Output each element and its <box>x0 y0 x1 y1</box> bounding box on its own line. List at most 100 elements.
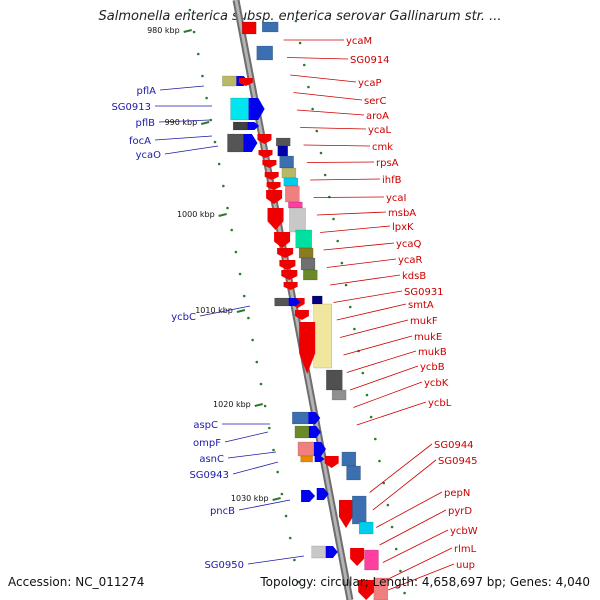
ring-dot <box>230 228 233 232</box>
gene-block <box>288 201 303 209</box>
reverse-gene-arrow <box>324 456 339 468</box>
gene-label-muke: mukE <box>414 332 442 343</box>
gene-block <box>241 21 257 35</box>
gene-label-sg0913: SG0913 <box>111 102 151 113</box>
gene-block <box>298 247 314 259</box>
gene-label-sg0914: SG0914 <box>350 55 390 66</box>
ring-dot <box>315 129 319 133</box>
left-leader-line <box>199 305 251 317</box>
gene-block <box>256 45 273 61</box>
gene-block <box>274 297 289 307</box>
ring-dot <box>213 140 217 144</box>
left-leader-line <box>238 499 291 511</box>
ring-dot <box>386 503 390 507</box>
ring-dot <box>247 316 250 320</box>
ring-dot <box>298 41 302 45</box>
gene-label-sg0945: SG0945 <box>438 456 478 467</box>
right-leader-line <box>372 459 437 511</box>
right-leader-line <box>313 196 385 198</box>
right-leader-line <box>310 178 381 181</box>
gene-label-uup: uup <box>456 560 475 571</box>
gene-block <box>261 21 279 33</box>
gene-label-ycbl: ycbL <box>428 398 452 409</box>
gene-label-ycaq: ycaQ <box>396 239 422 250</box>
gene-label-rpsa: rpsA <box>376 158 399 169</box>
left-leader-line <box>159 85 205 91</box>
right-leader-line <box>346 350 417 373</box>
gene-label-ycam: ycaM <box>346 36 372 47</box>
gene-block <box>281 167 297 179</box>
left-leader-line <box>232 461 279 475</box>
gene-label-msba: msbA <box>388 208 416 219</box>
ring-dot <box>192 30 196 34</box>
scale-label: 1010 kbp <box>195 306 233 315</box>
ring-dot <box>336 239 340 243</box>
scale-label: 1020 kbp <box>213 400 251 409</box>
gene-block <box>326 369 343 391</box>
right-leader-line <box>300 127 367 130</box>
right-leader-line <box>356 401 427 426</box>
forward-gene-arrow <box>248 98 265 120</box>
gene-block <box>311 545 326 559</box>
gene-label-sg0944: SG0944 <box>434 440 474 451</box>
right-leader-line <box>387 563 455 591</box>
gene-label-pfla: pflA <box>137 86 157 97</box>
scale-tick <box>183 29 192 33</box>
left-leader-line <box>158 119 211 123</box>
ring-dot <box>205 96 208 100</box>
gene-label-ihfb: ihfB <box>382 175 402 186</box>
right-leader-line <box>369 443 433 493</box>
ring-dot <box>365 393 369 397</box>
ring-dot <box>209 118 213 122</box>
right-leader-line <box>323 242 395 251</box>
gene-block <box>373 577 389 600</box>
ring-dot <box>390 525 394 529</box>
ring-dot <box>399 569 402 573</box>
gene-block <box>313 303 333 369</box>
ring-dot <box>332 217 335 221</box>
scale-marks: 980 kbp 990 kbp 1000 kbp 1010 kbp 1020 kbp 10… <box>147 26 281 503</box>
ring-dot <box>255 360 259 364</box>
ring-dot <box>242 294 246 298</box>
right-leader-line <box>386 547 453 581</box>
forward-gene-arrow <box>316 488 329 500</box>
gene-block <box>303 269 318 281</box>
reverse-gene-arrow <box>350 548 365 566</box>
ring-dot <box>284 514 288 518</box>
gene-label-ycai: ycaI <box>386 193 407 204</box>
forward-gene-arrow <box>243 134 258 152</box>
forward-gene-arrow <box>301 490 316 502</box>
right-leader-line <box>290 74 357 83</box>
forward-gene-arrow <box>314 456 325 462</box>
gene-features <box>222 21 389 600</box>
reverse-gene-arrow <box>264 172 279 180</box>
gene-label-aspc: aspC <box>193 420 218 431</box>
gene-label-asnc: asnC <box>199 454 224 465</box>
ring-dot <box>294 19 298 23</box>
right-leader-line <box>333 290 403 303</box>
left-leader-line <box>154 135 213 141</box>
gene-block <box>346 465 361 481</box>
ring-dot <box>374 437 377 441</box>
gene-label-serc: serC <box>364 96 386 107</box>
right-leader-line <box>320 225 391 233</box>
gene-label-mukb: mukB <box>418 347 447 358</box>
gene-label-pepn: pepN <box>444 488 470 499</box>
reverse-gene-arrow <box>281 270 298 280</box>
gene-block <box>297 441 315 457</box>
ring-dot <box>234 250 238 254</box>
left-leader-line <box>164 145 219 155</box>
reverse-gene-arrow <box>294 310 309 320</box>
gene-block <box>311 295 323 305</box>
reverse-gene-arrow <box>274 232 291 248</box>
right-leader-line <box>286 57 349 60</box>
ring-dot <box>302 63 306 67</box>
reverse-gene-arrow <box>257 134 272 144</box>
left-leader-line <box>227 451 277 459</box>
right-leader-line <box>343 335 413 356</box>
reverse-gene-arrow <box>277 248 294 258</box>
ring-dot <box>222 184 225 188</box>
gene-label-pflb: pflB <box>135 118 155 129</box>
gene-block <box>232 121 248 131</box>
gene-block <box>275 137 291 147</box>
